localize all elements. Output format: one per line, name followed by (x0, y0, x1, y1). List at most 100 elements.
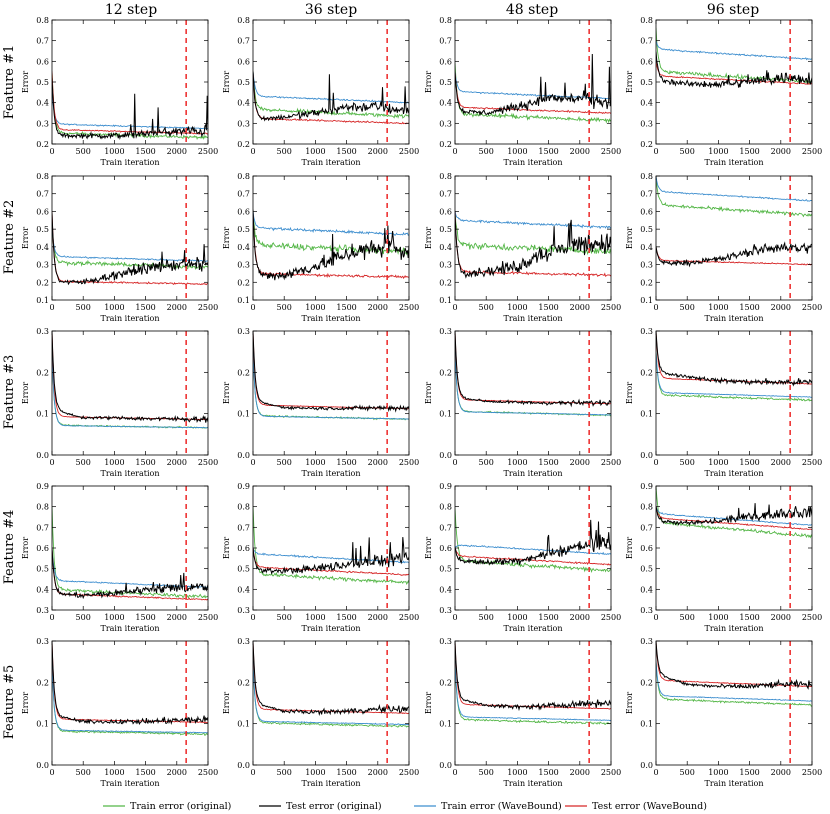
x-tick-label: 1000 (104, 613, 124, 622)
x-tick-label: 1000 (507, 458, 527, 467)
x-axis-label: Train iteration (100, 158, 159, 167)
series-line-3 (656, 661, 812, 702)
y-tick-label: 0.3 (36, 606, 49, 615)
x-tick-label: 1000 (507, 768, 527, 777)
y-tick-label: 0.1 (439, 720, 452, 729)
x-tick-label: 2000 (771, 147, 791, 156)
axes-frame (655, 175, 813, 301)
series-line-2 (253, 209, 409, 281)
x-axis-label: Train iteration (301, 469, 360, 478)
y-tick-label: 0.8 (237, 172, 250, 181)
legend-label: Test error (WaveBound) (592, 801, 707, 812)
subplot-r3-c3: 0 500 1000 1500 2000 2500 0.0 0.1 0.2 0.3 Train it… (424, 327, 621, 478)
y-axis-label: Error (424, 227, 433, 249)
y-axis-label: Error (424, 382, 433, 404)
y-tick-label: 0.2 (237, 678, 250, 687)
y-tick-label: 0.1 (640, 720, 653, 729)
series-line-3 (253, 351, 409, 420)
y-tick-label: 0.7 (237, 190, 250, 199)
subplot-r5-c1: 0 500 1000 1500 2000 2500 0.0 0.1 0.2 0.3 Train it… (21, 637, 218, 788)
x-axis-label: Train iteration (704, 779, 763, 788)
series-line-4 (253, 71, 409, 125)
x-axis-label: Train iteration (704, 469, 763, 478)
x-tick-label: 500 (277, 147, 292, 156)
y-tick-label: 0.4 (439, 585, 452, 594)
x-tick-label: 500 (479, 768, 494, 777)
series-line-1 (253, 351, 409, 421)
series-line-2 (455, 214, 611, 279)
legend-item-1: Train error (original) (103, 801, 231, 812)
y-tick-label: 0.2 (640, 678, 653, 687)
x-tick-label: 1000 (708, 613, 728, 622)
series-line-1 (455, 508, 611, 574)
series-line-4 (455, 331, 611, 405)
y-tick-label: 0.6 (439, 207, 452, 216)
y-tick-label: 0.8 (36, 503, 49, 512)
x-axis-label: Train iteration (704, 158, 763, 167)
y-axis-label: Error (625, 227, 634, 249)
legend-label: Train error (WaveBound) (441, 801, 562, 812)
y-tick-label: 0.4 (237, 243, 250, 252)
series-line-2 (455, 641, 611, 712)
axes-frame (655, 330, 813, 456)
x-tick-label: 1000 (305, 147, 325, 156)
subplot-r4-c1: 0 500 1000 1500 2000 2500 0.3 0.4 0.5 0.6 0.7 0.8 0.… (21, 482, 218, 633)
column-title-4: 96 step (707, 2, 759, 18)
y-tick-label: 0.2 (640, 140, 653, 149)
y-tick-label: 0.3 (439, 327, 452, 336)
series-line-2 (656, 241, 812, 268)
y-tick-label: 0.3 (640, 327, 653, 336)
legend-item-3: Train error (WaveBound) (414, 801, 562, 812)
row-labels: Feature #1 Feature #2 Feature #3 Feature… (2, 45, 17, 740)
y-tick-label: 0.5 (237, 565, 250, 574)
legend-item-2: Test error (original) (259, 801, 382, 812)
y-tick-label: 0.0 (439, 451, 452, 460)
y-tick-label: 0.3 (640, 637, 653, 646)
x-axis-label: Train iteration (503, 779, 562, 788)
axes-frame (454, 640, 612, 766)
y-tick-label: 0.8 (439, 16, 452, 25)
x-tick-label: 500 (680, 147, 695, 156)
y-tick-label: 0.4 (237, 585, 250, 594)
y-tick-label: 0.2 (439, 678, 452, 687)
x-axis-label: Train iteration (503, 469, 562, 478)
x-tick-label: 500 (680, 303, 695, 312)
x-tick-label: 2500 (802, 613, 822, 622)
x-axis-label: Train iteration (100, 624, 159, 633)
x-tick-label: 0 (49, 303, 54, 312)
y-tick-label: 0.6 (640, 544, 653, 553)
x-tick-label: 2500 (802, 147, 822, 156)
x-tick-label: 1500 (538, 458, 558, 467)
series-line-2 (656, 331, 812, 387)
y-tick-label: 0.3 (640, 606, 653, 615)
x-tick-label: 1000 (708, 303, 728, 312)
y-tick-label: 0.5 (640, 565, 653, 574)
y-tick-label: 0.6 (439, 57, 452, 66)
series-line-4 (253, 211, 409, 279)
x-axis-label: Train iteration (503, 314, 562, 323)
series-line-3 (455, 544, 611, 555)
x-tick-label: 2000 (167, 147, 187, 156)
x-tick-label: 1500 (538, 147, 558, 156)
x-tick-label: 1000 (708, 147, 728, 156)
y-tick-label: 0.2 (237, 140, 250, 149)
series-line-3 (656, 351, 812, 398)
y-tick-label: 0.3 (237, 606, 250, 615)
x-axis-label: Train iteration (704, 624, 763, 633)
x-tick-label: 0 (452, 147, 457, 156)
y-tick-label: 0.2 (237, 278, 250, 287)
series-line-3 (253, 661, 409, 726)
series-line-1 (455, 661, 611, 725)
x-tick-label: 1000 (104, 303, 124, 312)
subplot-r1-c1: 0 500 1000 1500 2000 2500 0.2 0.3 0.4 0.5 0.6 0.7 0.… (21, 16, 218, 167)
x-tick-label: 1000 (507, 147, 527, 156)
series-line-2 (656, 503, 812, 526)
x-tick-label: 2000 (167, 768, 187, 777)
x-tick-label: 2500 (198, 768, 218, 777)
subplot-r4-c3: 0 500 1000 1500 2000 2500 0.3 0.4 0.5 0.6 0.7 0.8 0.… (424, 482, 621, 633)
series-line-4 (455, 71, 611, 115)
x-tick-label: 0 (653, 147, 658, 156)
x-tick-label: 0 (250, 768, 255, 777)
y-tick-label: 0.0 (640, 761, 653, 770)
series-line-3 (253, 210, 409, 237)
